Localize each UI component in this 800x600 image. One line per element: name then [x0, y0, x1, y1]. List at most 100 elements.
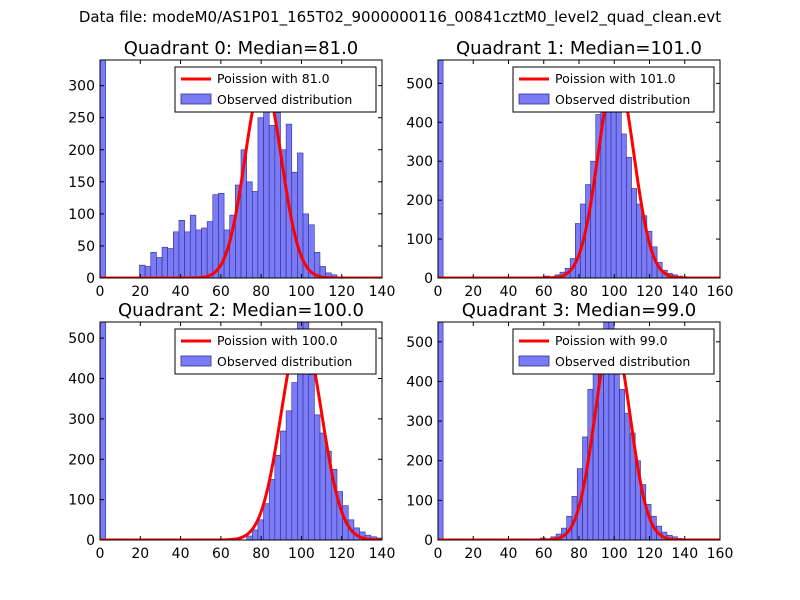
- legend-label-fit: Poission with 99.0: [555, 333, 668, 348]
- histogram-bar: [246, 535, 253, 540]
- x-tick-label: 20: [464, 284, 482, 300]
- y-tick-label: 200: [68, 143, 95, 159]
- histogram-bar: [246, 181, 253, 278]
- legend-label-fit: Poission with 101.0: [555, 71, 676, 86]
- x-tick-label: 80: [570, 284, 588, 300]
- histogram-bar: [178, 219, 185, 278]
- histogram-bar: [438, 60, 444, 278]
- legend: Poission with 99.0 Observed distribution: [512, 328, 715, 375]
- x-tick-label: 60: [212, 284, 230, 300]
- histogram-bar: [285, 410, 293, 540]
- histogram-bar: [274, 454, 281, 540]
- legend-box: [512, 328, 715, 375]
- legend-label-observed: Observed distribution: [555, 92, 690, 107]
- x-tick-label: 100: [601, 546, 628, 562]
- legend-label-observed: Observed distribution: [217, 92, 352, 107]
- y-tick-label: 250: [68, 111, 95, 127]
- y-tick-label: 100: [406, 232, 433, 248]
- histogram-bar: [263, 503, 270, 540]
- axes-frame: [99, 59, 383, 279]
- legend-label-observed: Observed distribution: [217, 354, 352, 369]
- y-tick-label: 500: [406, 335, 433, 351]
- x-tick-label: 80: [252, 284, 270, 300]
- subplot-quadrant-2: 0 20 40 60 80 100 120 140 0 100 200 300 400 500 Quadra…: [68, 300, 395, 562]
- x-tick-label: 100: [601, 284, 628, 300]
- legend-label-fit: Poission with 81.0: [217, 71, 330, 86]
- x-tick-label: 60: [212, 546, 230, 562]
- histogram-bar: [636, 203, 643, 278]
- legend: Poission with 101.0 Observed distribution: [512, 66, 715, 113]
- x-tick-label: 0: [434, 546, 443, 562]
- x-tick-label: 140: [369, 284, 396, 300]
- histogram-bar: [314, 414, 321, 540]
- poisson-fit-line: [438, 332, 720, 540]
- subplot-title: Quadrant 1: Median=101.0: [456, 38, 702, 59]
- histogram-bar: [144, 266, 152, 278]
- y-tick-label: 500: [406, 76, 433, 92]
- y-tick-label: 500: [68, 331, 95, 347]
- histogram-bar: [268, 125, 276, 278]
- x-tick-label: 40: [172, 546, 190, 562]
- histogram-bar: [173, 231, 180, 278]
- y-tick-label: 0: [424, 271, 433, 287]
- histogram-bar: [619, 389, 625, 540]
- x-tick-label: 160: [707, 284, 734, 300]
- y-tick-label: 0: [86, 533, 95, 549]
- x-tick-label: 120: [328, 546, 355, 562]
- x-tick-label: 20: [131, 546, 149, 562]
- y-tick-label: 400: [406, 115, 433, 131]
- x-tick-label: 120: [636, 284, 663, 300]
- legend: Poission with 81.0 Observed distribution: [174, 66, 377, 113]
- x-tick-label: 80: [570, 546, 588, 562]
- y-tick-label: 100: [68, 207, 95, 223]
- poisson-fit-line: [100, 328, 382, 540]
- histogram-bar: [615, 110, 622, 278]
- histogram-bar: [167, 248, 174, 278]
- x-tick-label: 80: [252, 546, 270, 562]
- y-tick-label: 300: [406, 154, 433, 170]
- legend-patch-swatch: [180, 355, 212, 367]
- x-tick-label: 160: [707, 546, 734, 562]
- x-tick-label: 140: [671, 546, 698, 562]
- histogram-bar: [308, 374, 315, 540]
- y-tick-label: 0: [424, 533, 433, 549]
- y-tick-label: 400: [68, 372, 95, 388]
- histogram-bar: [251, 529, 259, 540]
- histogram-bar: [280, 430, 287, 540]
- y-tick-label: 50: [77, 239, 95, 255]
- histogram-bar: [626, 157, 632, 278]
- histogram-bar: [189, 214, 197, 278]
- histogram-bar: [100, 60, 106, 278]
- histogram-bar: [161, 246, 168, 278]
- poisson-fit-line: [438, 70, 720, 278]
- subplot-quadrant-0: 0 20 40 60 80 100 120 140 0 50 100 150 200 250 300 Quad…: [68, 38, 395, 300]
- y-tick-label: 200: [406, 454, 433, 470]
- subplot-title: Quadrant 2: Median=100.0: [118, 300, 364, 321]
- histogram-bar: [206, 221, 214, 278]
- y-tick-label: 200: [68, 452, 95, 468]
- x-tick-label: 100: [288, 546, 315, 562]
- histogram-bar: [184, 231, 191, 278]
- x-tick-label: 0: [96, 284, 105, 300]
- histogram-bar: [631, 188, 637, 278]
- subplot-quadrant-1: 0 20 40 60 80 100 120 140 160 0 100 200 300 400 500 Qua…: [406, 38, 733, 300]
- legend-box: [512, 66, 715, 113]
- legend-box: [174, 66, 377, 113]
- x-tick-label: 40: [500, 284, 518, 300]
- legend-label-fit: Poission with 100.0: [217, 333, 338, 348]
- x-tick-label: 140: [369, 546, 396, 562]
- histogram-bar: [319, 432, 327, 540]
- legend-patch-swatch: [518, 93, 550, 105]
- y-tick-label: 300: [406, 414, 433, 430]
- subplot-quadrant-3: 0 20 40 60 80 100 120 140 160 0 100 200 300 400 500 Qua…: [406, 300, 733, 562]
- x-tick-label: 60: [535, 546, 553, 562]
- x-tick-label: 0: [96, 546, 105, 562]
- legend-patch-swatch: [518, 355, 550, 367]
- y-tick-label: 100: [406, 493, 433, 509]
- histogram-bar: [438, 322, 444, 540]
- histogram-bar: [291, 382, 298, 540]
- legend: Poission with 100.0 Observed distribution: [174, 328, 377, 375]
- histogram-bar: [150, 252, 157, 278]
- x-tick-label: 120: [636, 546, 663, 562]
